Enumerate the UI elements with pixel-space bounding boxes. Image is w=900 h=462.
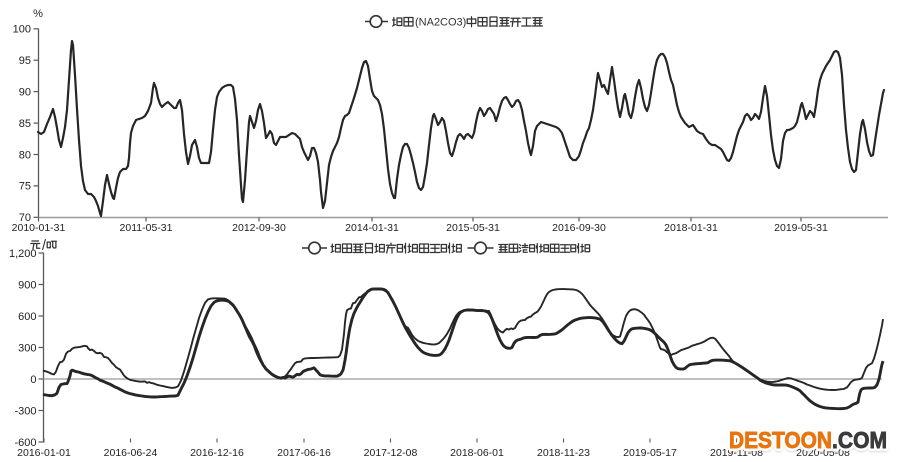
svg-text:2016-06-24: 2016-06-24: [104, 447, 158, 459]
svg-text:2016-09-30: 2016-09-30: [552, 222, 606, 234]
svg-text:2014-01-31: 2014-01-31: [345, 222, 399, 234]
svg-text:2016-12-16: 2016-12-16: [190, 447, 244, 459]
svg-text:2020-05-08: 2020-05-08: [796, 447, 850, 459]
svg-text:600: 600: [18, 311, 36, 323]
svg-text:2018-01-31: 2018-01-31: [664, 222, 718, 234]
svg-text:80: 80: [19, 149, 31, 161]
svg-text:2011-05-31: 2011-05-31: [120, 222, 173, 234]
svg-text:2018-11-23: 2018-11-23: [537, 447, 590, 459]
svg-text:.COM: .COM: [832, 429, 887, 455]
svg-text:85: 85: [19, 118, 31, 130]
svg-text:0: 0: [30, 374, 36, 386]
svg-text:300: 300: [18, 342, 36, 354]
svg-text:70: 70: [19, 212, 31, 224]
svg-text:-300: -300: [14, 405, 36, 417]
svg-text:DESTOON: DESTOON: [729, 429, 832, 455]
svg-text:2019-05-31: 2019-05-31: [774, 222, 828, 234]
svg-text:75: 75: [19, 181, 31, 193]
svg-text:%: %: [33, 8, 43, 20]
svg-text:1,200: 1,200: [9, 248, 37, 260]
svg-text:DESTOON: DESTOON: [729, 427, 832, 453]
svg-text:(NA2CO3): (NA2CO3): [415, 17, 466, 29]
svg-text:2010-01-31: 2010-01-31: [12, 222, 66, 234]
svg-text:-600: -600: [14, 437, 36, 449]
svg-text:2012-09-30: 2012-09-30: [232, 222, 286, 234]
svg-text:2019-11-08: 2019-11-08: [710, 447, 763, 459]
svg-text:.COM: .COM: [832, 427, 887, 453]
svg-text:.COM: .COM: [832, 427, 887, 453]
svg-text:90: 90: [19, 86, 31, 98]
svg-text:2019-05-17: 2019-05-17: [623, 447, 677, 459]
svg-text:900: 900: [18, 279, 36, 291]
svg-text:2018-06-01: 2018-06-01: [450, 447, 504, 459]
svg-text:2016-01-01: 2016-01-01: [17, 447, 71, 459]
svg-text:2017-12-08: 2017-12-08: [364, 447, 418, 459]
svg-text:95: 95: [19, 55, 31, 67]
svg-text:2015-05-31: 2015-05-31: [446, 222, 500, 234]
svg-text:100: 100: [13, 24, 31, 36]
svg-text:2017-06-16: 2017-06-16: [277, 447, 331, 459]
svg-text:DESTOON: DESTOON: [729, 427, 832, 453]
